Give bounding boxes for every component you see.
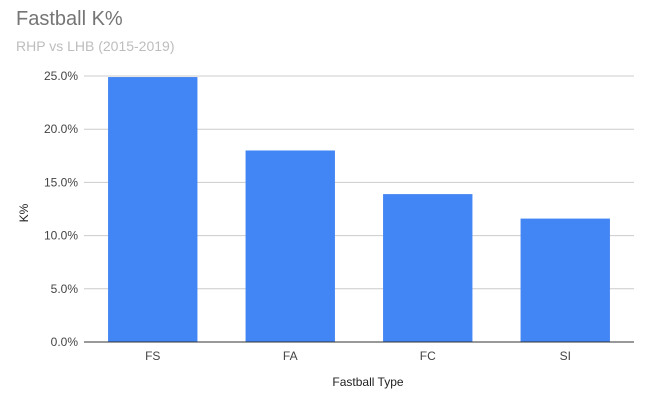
chart-title: Fastball K% [16, 8, 123, 30]
y-axis-ticks: 0.0% 5.0% 10.0% 15.0% 20.0% 25.0% [44, 69, 78, 349]
y-tick-label: 20.0% [44, 122, 78, 136]
y-tick-label: 15.0% [44, 175, 78, 189]
x-axis-ticks: FS FA FC SI [145, 349, 571, 363]
x-tick-label: FS [145, 349, 160, 363]
bar-fs[interactable] [108, 77, 198, 343]
y-tick-label: 25.0% [44, 69, 78, 83]
x-tick-label: FA [283, 349, 298, 363]
y-tick-label: 10.0% [44, 229, 78, 243]
bars [108, 77, 610, 343]
y-tick-label: 0.0% [51, 335, 79, 349]
y-tick-label: 5.0% [51, 282, 79, 296]
x-tick-label: SI [560, 349, 571, 363]
bar-fc[interactable] [383, 194, 473, 342]
chart-subtitle: RHP vs LHB (2015-2019) [16, 38, 175, 54]
x-axis-title: Fastball Type [332, 375, 403, 389]
x-tick-label: FC [420, 349, 436, 363]
bar-si[interactable] [520, 218, 610, 342]
y-axis-title: K% [17, 203, 31, 222]
bar-fa[interactable] [245, 150, 335, 342]
